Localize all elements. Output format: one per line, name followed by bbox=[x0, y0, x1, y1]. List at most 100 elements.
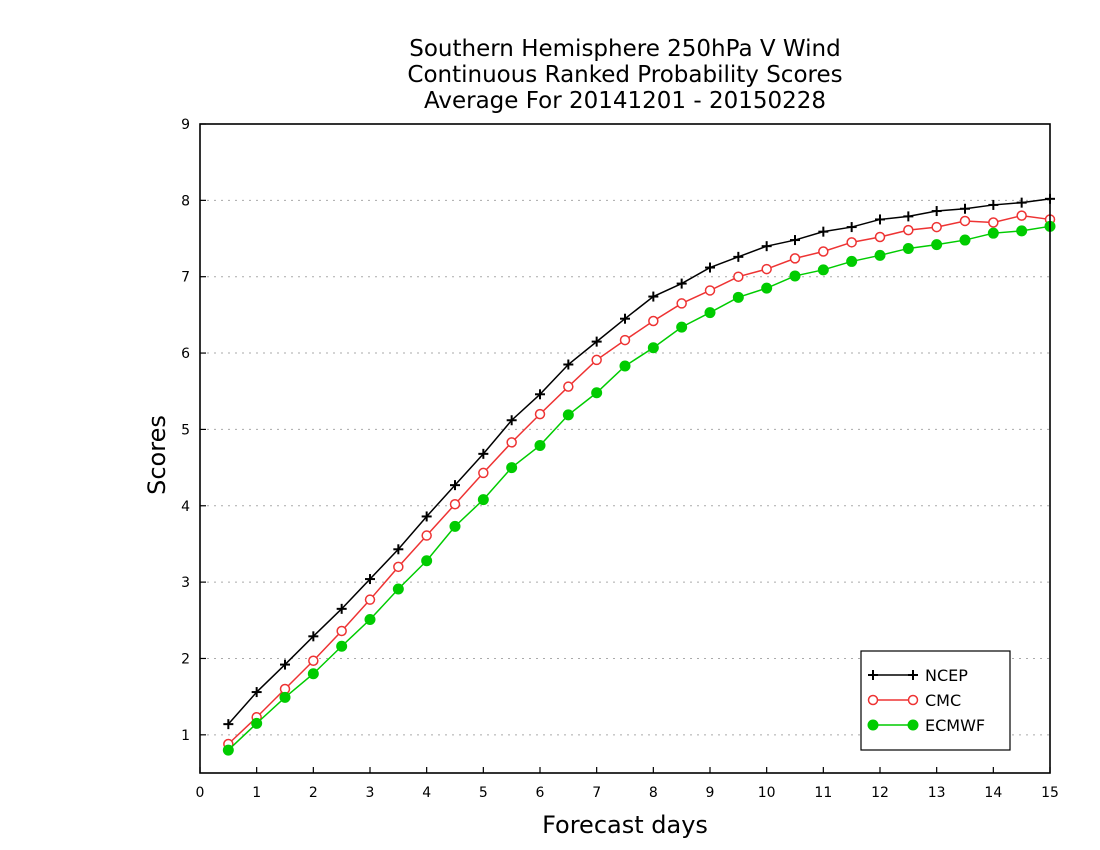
data-point bbox=[365, 574, 375, 585]
data-point bbox=[846, 222, 857, 233]
data-point bbox=[478, 467, 489, 479]
y-tick-label: 4 bbox=[181, 499, 190, 515]
y-tick-label: 7 bbox=[181, 270, 190, 286]
series-ecmwf bbox=[222, 220, 1056, 756]
y-tick-label: 1 bbox=[181, 728, 190, 744]
data-point bbox=[931, 206, 942, 217]
data-point bbox=[647, 342, 659, 354]
data-point bbox=[364, 594, 376, 605]
data-point bbox=[562, 409, 574, 421]
data-point bbox=[506, 437, 517, 448]
data-point bbox=[903, 224, 914, 236]
x-tick-label: 8 bbox=[649, 785, 658, 801]
data-point bbox=[619, 360, 631, 372]
data-point bbox=[761, 282, 773, 294]
legend-marker bbox=[907, 719, 919, 731]
data-point bbox=[563, 359, 574, 370]
data-point bbox=[477, 494, 489, 506]
x-tick-label: 0 bbox=[196, 785, 205, 801]
data-point bbox=[421, 511, 432, 522]
data-point bbox=[676, 321, 688, 333]
chart-title: Southern Hemisphere 250hPa V Wind Contin… bbox=[200, 36, 1050, 114]
legend-label: CMC bbox=[925, 691, 961, 710]
y-tick-label: 9 bbox=[181, 117, 190, 133]
y-tick-label: 6 bbox=[181, 346, 190, 362]
data-point bbox=[279, 691, 291, 703]
x-tick-label: 5 bbox=[479, 785, 488, 801]
data-point bbox=[931, 239, 943, 251]
data-point bbox=[449, 520, 461, 532]
x-tick-label: 7 bbox=[592, 785, 601, 801]
data-point bbox=[563, 381, 574, 392]
data-point bbox=[676, 278, 687, 289]
x-tick-label: 14 bbox=[984, 785, 1002, 801]
data-point bbox=[449, 498, 461, 510]
data-point bbox=[789, 270, 801, 282]
legend-entry-cmc: CMC bbox=[867, 691, 961, 710]
x-tick-label: 12 bbox=[871, 785, 889, 801]
y-tick-label: 3 bbox=[181, 575, 190, 591]
data-point bbox=[818, 226, 829, 237]
data-point bbox=[875, 214, 885, 225]
data-point bbox=[222, 744, 234, 756]
chart-title-line-1: Southern Hemisphere 250hPa V Wind bbox=[409, 36, 841, 62]
data-point bbox=[591, 336, 602, 347]
chart-title-line-3: Average For 20141201 - 20150228 bbox=[423, 88, 827, 114]
data-point bbox=[535, 389, 545, 400]
data-point bbox=[761, 241, 772, 252]
x-tick-label: 13 bbox=[928, 785, 946, 801]
data-point bbox=[364, 614, 376, 626]
data-point bbox=[761, 263, 772, 275]
data-point bbox=[450, 480, 460, 491]
data-point bbox=[223, 719, 234, 730]
data-point bbox=[648, 315, 659, 327]
data-point bbox=[251, 717, 263, 729]
data-point bbox=[307, 668, 319, 680]
x-tick-label: 11 bbox=[814, 785, 832, 801]
data-point bbox=[393, 561, 404, 573]
x-tick-label: 3 bbox=[366, 785, 375, 801]
y-axis-label: Scores bbox=[143, 415, 171, 495]
x-tick-label: 2 bbox=[309, 785, 318, 801]
data-point bbox=[393, 544, 404, 555]
legend-marker bbox=[907, 694, 919, 706]
grid-lines bbox=[200, 123, 1050, 736]
x-tick-label: 9 bbox=[706, 785, 715, 801]
data-point bbox=[790, 235, 800, 246]
data-point bbox=[620, 313, 630, 324]
plot-area bbox=[222, 193, 1056, 756]
data-point bbox=[421, 530, 432, 541]
data-point bbox=[676, 298, 687, 309]
data-point bbox=[987, 227, 999, 239]
legend-marker bbox=[908, 670, 918, 680]
chart-title-line-2: Continuous Ranked Probability Scores bbox=[407, 62, 843, 88]
data-point bbox=[846, 237, 857, 248]
data-point bbox=[874, 231, 886, 243]
x-tick-label: 6 bbox=[536, 785, 545, 801]
data-point bbox=[959, 234, 971, 246]
data-point bbox=[733, 271, 744, 282]
x-tick-label: 4 bbox=[422, 785, 431, 801]
data-point bbox=[704, 307, 716, 319]
data-point bbox=[902, 242, 914, 254]
legend-label: NCEP bbox=[925, 666, 968, 685]
data-point bbox=[704, 285, 716, 296]
data-point bbox=[392, 583, 404, 595]
y-tick-label: 5 bbox=[181, 422, 190, 438]
data-point bbox=[506, 415, 517, 426]
legend-label: ECMWF bbox=[925, 716, 985, 735]
data-point bbox=[789, 253, 801, 264]
data-point bbox=[959, 215, 971, 227]
data-point bbox=[733, 251, 744, 262]
data-point bbox=[818, 246, 829, 257]
data-point bbox=[478, 448, 489, 459]
legend-marker bbox=[867, 719, 879, 731]
legend-marker bbox=[867, 694, 879, 706]
data-point bbox=[874, 249, 886, 261]
data-point bbox=[988, 199, 999, 210]
data-point bbox=[534, 439, 546, 451]
series-line-ncep bbox=[227, 198, 1051, 725]
x-tick-label: 1 bbox=[252, 785, 261, 801]
